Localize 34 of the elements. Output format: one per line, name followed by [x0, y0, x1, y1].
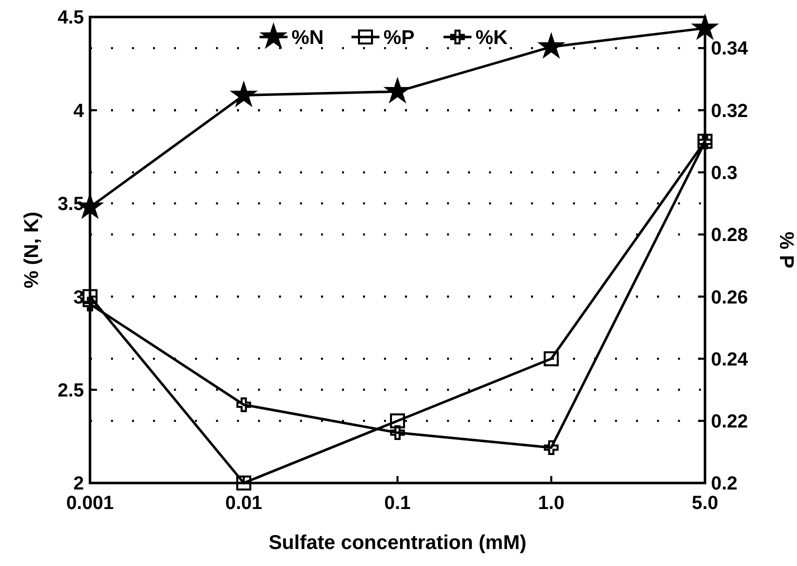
point [390, 413, 406, 428]
legend-label: %P [384, 27, 415, 49]
y-tick-label: 3 [73, 287, 84, 308]
x-tick-label: 0.1 [384, 493, 412, 514]
y2-tick-label: 0.34 [711, 38, 748, 60]
y2-tick-label: 0.2 [711, 474, 738, 495]
y2-tick-label: 0.22 [711, 412, 748, 433]
point [82, 296, 98, 312]
y2-tick-label: 0.28 [711, 225, 748, 246]
point [539, 34, 564, 58]
legend-label: %N [292, 27, 324, 49]
x-tick-label: 0.01 [225, 493, 263, 514]
y-tick-label: 2 [73, 474, 84, 495]
point [236, 475, 252, 491]
y2-tick-label: 0.32 [711, 100, 748, 122]
legend-label: %K [476, 27, 508, 49]
point [544, 440, 559, 455]
y-tick-label: 4.5 [58, 8, 84, 29]
y2-tick-label: 0.24 [711, 349, 748, 370]
point [544, 351, 559, 366]
y-tick-label: 2.5 [58, 380, 84, 402]
y2-axis-title: % P [775, 232, 797, 268]
point [232, 82, 256, 106]
x-tick-label: 5.0 [692, 493, 718, 514]
x-tick-label: 1.0 [538, 493, 564, 514]
point [390, 425, 405, 440]
y2-tick-label: 0.3 [711, 162, 738, 184]
x-tick-label: 0.001 [66, 493, 114, 514]
y-axis-title: % (N, K) [21, 212, 43, 288]
point [82, 289, 98, 304]
y2-tick-label: 0.26 [711, 287, 748, 308]
y-tick-label: 4 [73, 100, 84, 122]
point [236, 397, 252, 412]
x-axis-title: Sulfate concentration (mM) [268, 532, 526, 554]
